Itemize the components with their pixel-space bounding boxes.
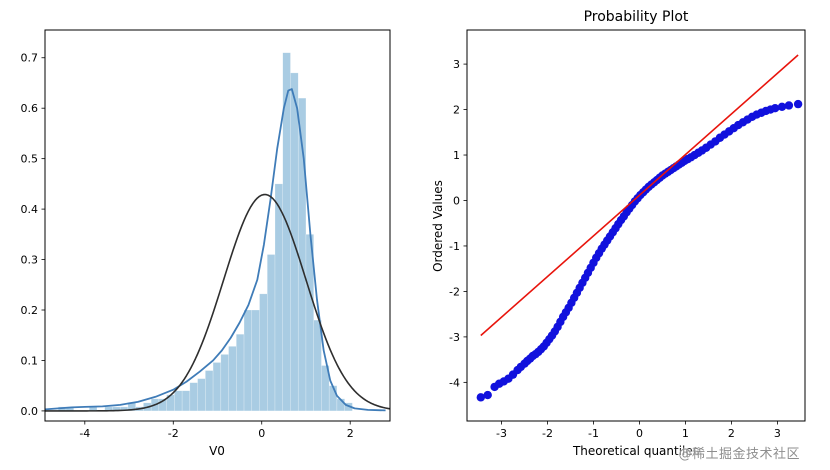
y-tick-label: 0.6 xyxy=(21,102,39,115)
y-tick-label: 0.4 xyxy=(21,203,39,216)
x-tick-label: -2 xyxy=(542,427,553,440)
y-tick-label: 0.3 xyxy=(21,254,39,267)
axes-frame xyxy=(44,29,391,422)
histogram-bar xyxy=(212,362,222,412)
qq-point xyxy=(770,104,780,113)
histogram-bar xyxy=(259,293,268,412)
qq-point xyxy=(476,393,485,402)
kde-curve xyxy=(44,88,386,412)
x-tick-label: 0 xyxy=(258,427,265,440)
histogram-bar xyxy=(251,309,260,412)
histogram-bar xyxy=(328,385,338,412)
watermark: @稀土掘金技术社区 xyxy=(678,447,800,462)
y-tick-label: 0.1 xyxy=(21,354,39,367)
x-tick-label: -3 xyxy=(496,427,507,440)
qq-point xyxy=(793,99,803,109)
distribution-chart: -4 -2 0 2 0.0 0.1 0.2 0.3 0.4 0.5 0.6 0.7 V0 xyxy=(21,29,391,458)
y-tick-label: -1 xyxy=(449,240,460,253)
x-tick-label: 2 xyxy=(347,427,354,440)
fit-line xyxy=(480,54,799,337)
y-tick-label: 1 xyxy=(453,149,460,162)
normal-fit-curve xyxy=(44,193,391,412)
qq-point xyxy=(784,101,794,110)
histogram-bar xyxy=(181,390,191,412)
y-tick-label: 0.7 xyxy=(21,52,39,65)
x-tick-label: -1 xyxy=(588,427,599,440)
x-tick-label: -4 xyxy=(79,427,90,440)
right-x-axis-label: Theoretical quantiles xyxy=(572,444,699,458)
distribution-plot-area: -4 -2 0 2 0.0 0.1 0.2 0.3 0.4 0.5 0.6 0.7 xyxy=(21,29,391,440)
y-tick-label: -3 xyxy=(449,331,460,344)
histogram-bar xyxy=(205,370,214,412)
histogram-bar xyxy=(174,390,183,412)
qq-point xyxy=(777,102,787,112)
x-tick-label: 1 xyxy=(682,427,689,440)
y-tick-label: 0.5 xyxy=(21,153,39,166)
probability-plot-area: -3 -2 -1 0 1 2 3 -4 -3 -2 -1 0 1 2 3 xyxy=(449,29,806,440)
histogram-bar xyxy=(220,354,229,412)
y-tick-label: 0.0 xyxy=(21,405,39,418)
x-tick-label: -2 xyxy=(168,427,179,440)
left-x-axis-label: V0 xyxy=(209,444,225,458)
histogram-bar xyxy=(274,183,283,412)
y-tick-label: -2 xyxy=(449,285,460,298)
y-tick-label: 0 xyxy=(453,194,460,207)
right-chart-title: Probability Plot xyxy=(584,9,689,25)
y-tick-label: 3 xyxy=(453,58,460,71)
histogram-bar xyxy=(197,378,206,412)
right-y-axis-label: Ordered Values xyxy=(431,180,445,272)
histogram-bar xyxy=(243,309,253,412)
histogram-bar xyxy=(267,254,276,412)
x-tick-label: 0 xyxy=(636,427,643,440)
histogram-bar xyxy=(236,333,245,412)
axes-frame xyxy=(466,29,806,422)
y-tick-label: 2 xyxy=(453,104,460,117)
x-tick-label: 2 xyxy=(728,427,735,440)
histogram-bar xyxy=(228,346,237,412)
y-tick-label: 0.2 xyxy=(21,304,39,317)
histogram-bar xyxy=(313,319,322,412)
x-tick-label: 3 xyxy=(774,427,781,440)
qq-point xyxy=(483,390,492,400)
histogram-bar xyxy=(189,382,198,412)
y-tick-label: -4 xyxy=(449,376,460,389)
